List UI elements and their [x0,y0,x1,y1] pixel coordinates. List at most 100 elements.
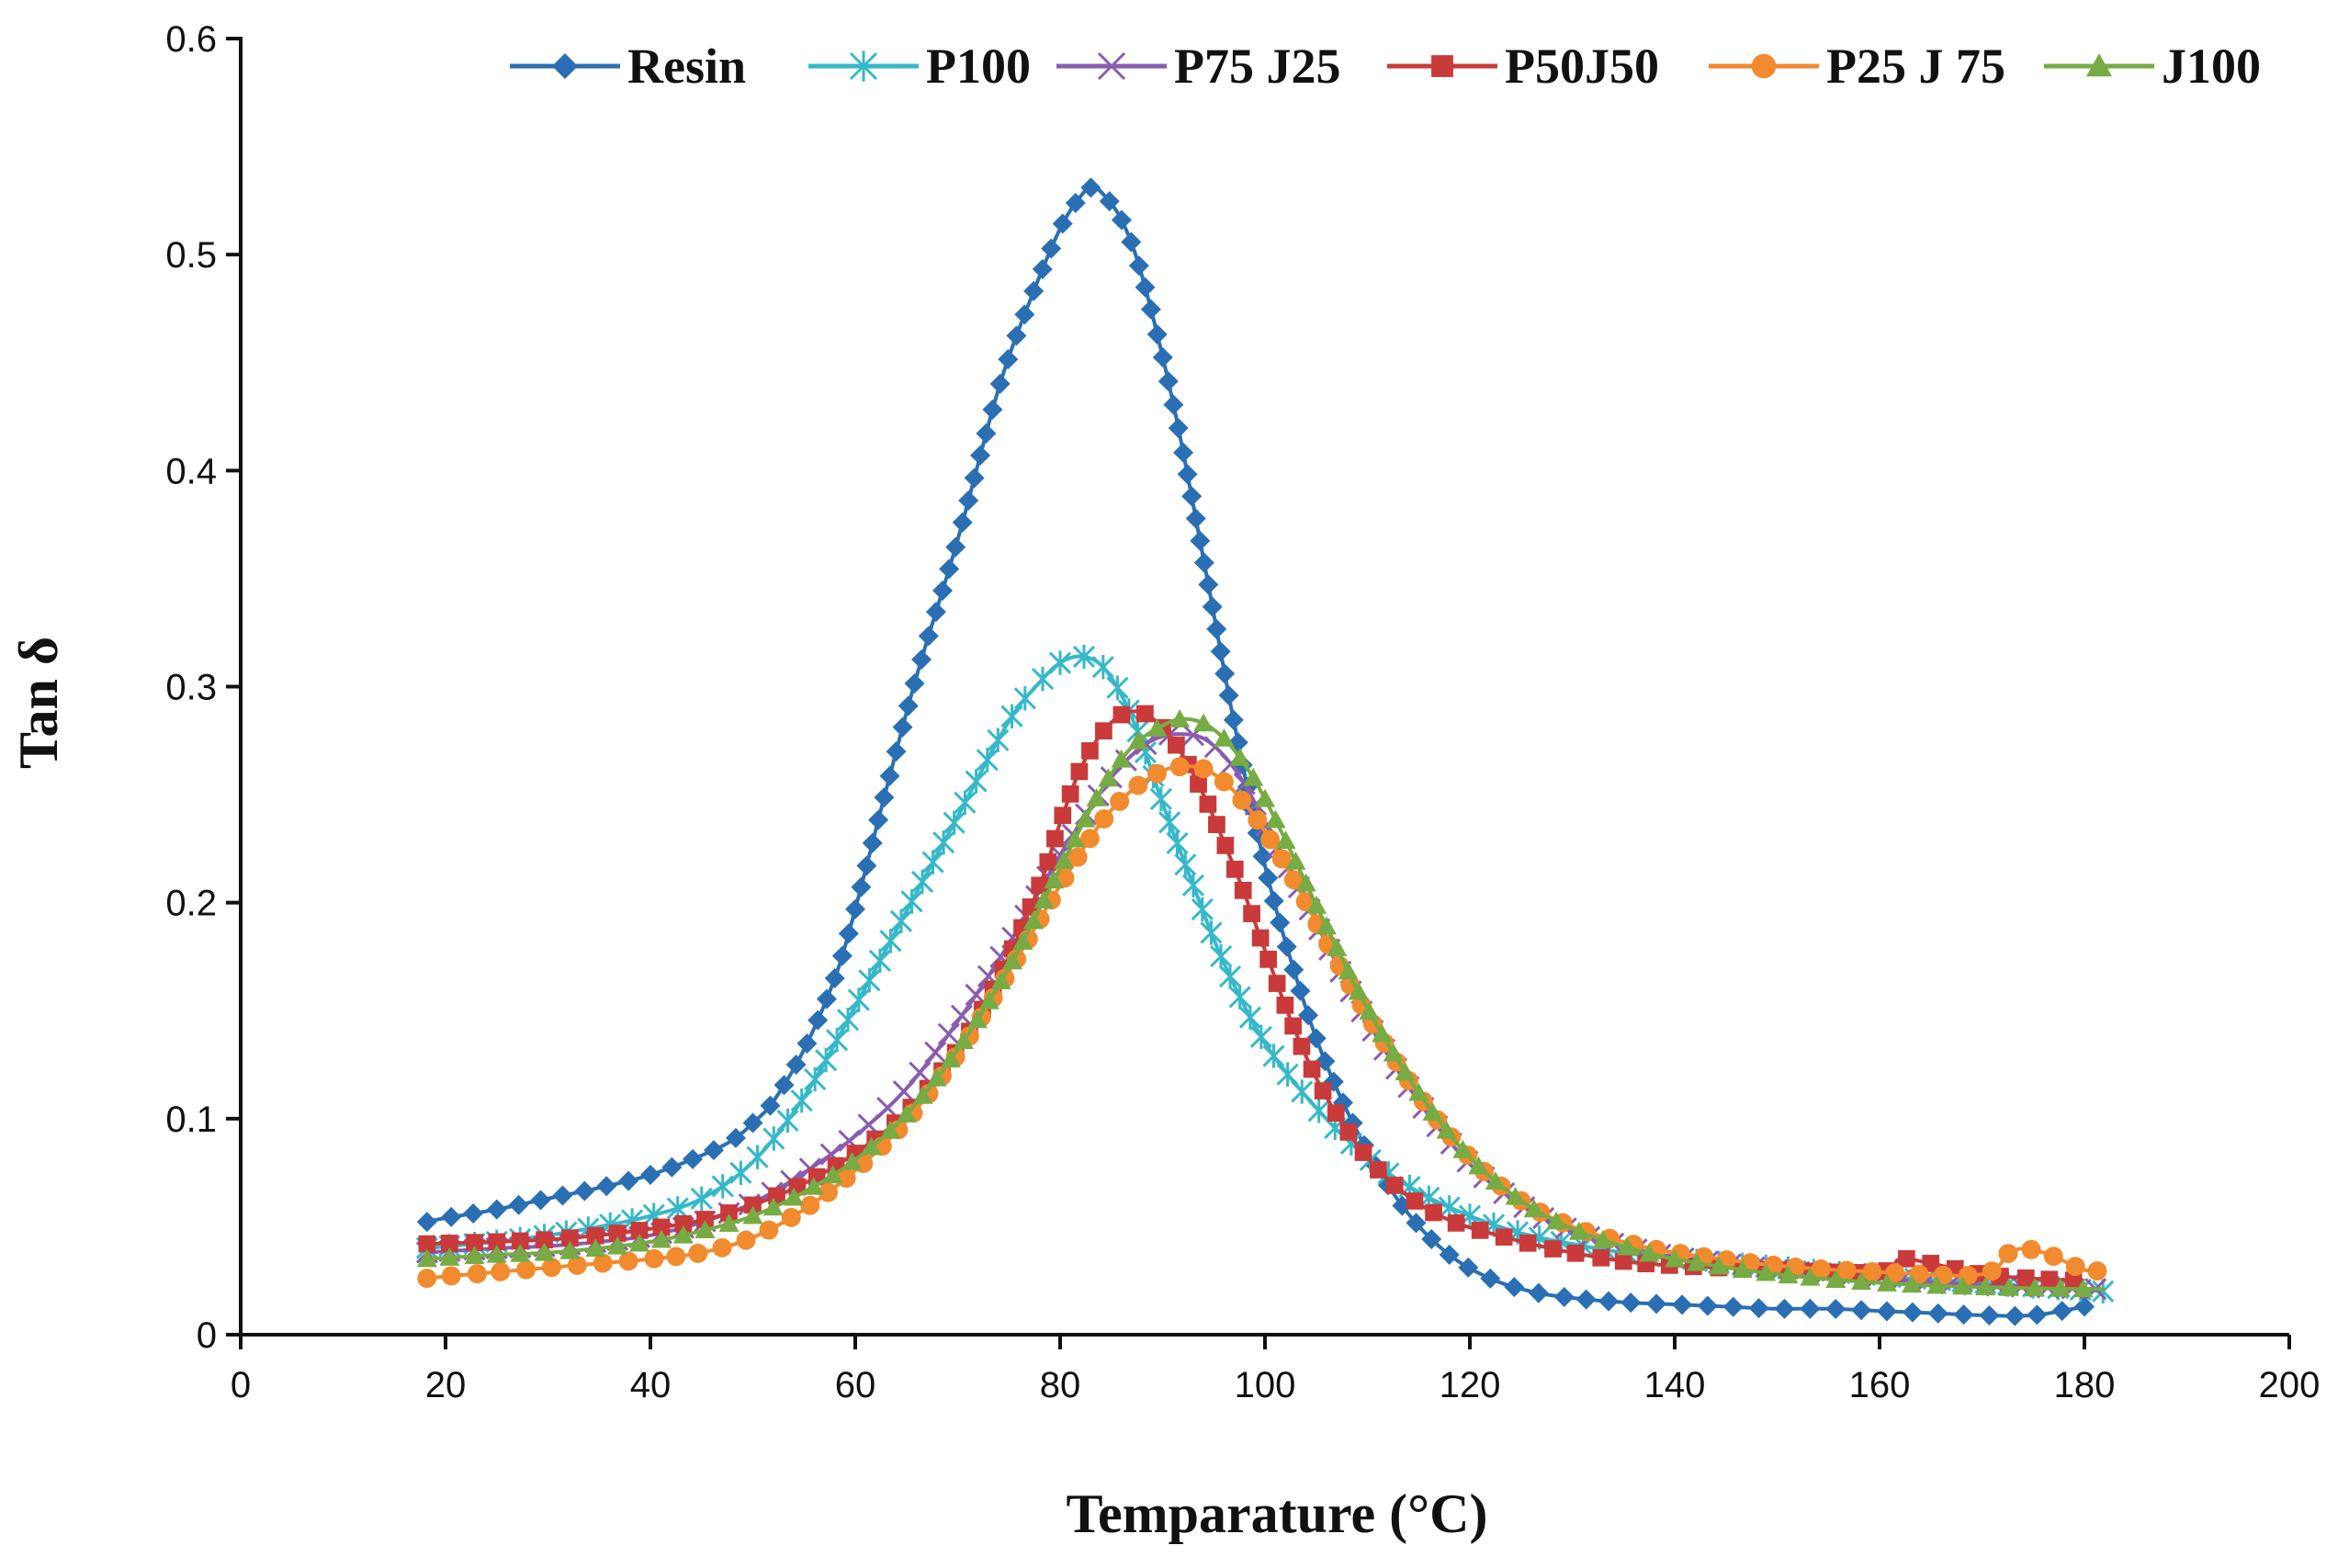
data-point [1646,1293,1667,1314]
data-point [1447,1214,1465,1232]
data-point [976,748,999,773]
data-point [2065,1257,2085,1277]
data-point [990,971,1011,989]
data-point [1825,1298,1846,1319]
data-point [950,1004,974,1027]
data-point [1012,931,1033,950]
data-point [937,1022,960,1045]
data-point [1099,191,1120,212]
legend-item-p50j50: P50J50 [1387,39,1659,94]
data-point [1975,1277,1996,1296]
x-tick-label: 80 [1040,1365,1081,1405]
data-point [561,1229,579,1247]
data-point [1458,1257,1479,1278]
data-point [924,1041,947,1064]
data-point [1270,912,1291,933]
data-point [1686,1252,1707,1271]
data-point [1199,795,1217,813]
data-point [1067,847,1088,867]
data-point [785,1054,807,1075]
data-point [824,967,845,988]
data-point [1214,772,1234,792]
data-point [1259,951,1277,968]
data-point [608,1224,627,1242]
data-point [1190,775,1207,793]
data-point [652,1218,671,1236]
data-point [1876,1301,1897,1322]
data-point [441,1206,462,1227]
data-point [1617,1236,1638,1256]
data-point [1052,213,1073,234]
data-point [921,850,944,874]
data-point [1359,1001,1380,1021]
data-point [1072,644,1096,670]
data-point [1732,1259,1753,1279]
data-point [1665,1248,1685,1268]
data-point [1079,829,1100,849]
data-point [1200,920,1223,945]
data-point [1168,418,1189,439]
data-point [1106,675,1129,700]
data-point [1193,713,1214,732]
data-point [1181,486,1203,507]
data-point [826,1028,849,1053]
legend-label: P100 [926,39,1031,94]
data-point [1193,552,1214,573]
data-point [2087,1261,2107,1281]
data-point [1952,1276,1973,1295]
data-point [918,626,939,647]
data-point [1228,985,1251,1010]
data-point [800,1195,820,1215]
data-point [618,1170,639,1191]
data-point [1091,655,1114,680]
data-point [2072,1279,2094,1298]
data-point [911,649,932,671]
data-point [1255,788,1275,807]
data-point [1354,1144,1372,1161]
data-point [418,1235,436,1253]
data-point [1031,666,1055,692]
data-point [742,1112,763,1134]
data-point [868,809,889,830]
legend-item-resin: Resin [510,39,746,94]
legend-label: J100 [2162,39,2261,94]
data-point [1075,808,1096,828]
data-point [703,1140,724,1161]
data-point [650,1229,672,1248]
data-point [1023,280,1045,301]
data-point [1800,1298,1821,1319]
y-tick-label: 0.6 [165,19,217,60]
data-point [1080,177,1101,198]
data-point [1031,876,1049,895]
x-tick-label: 180 [2054,1365,2116,1405]
x-tick-label: 200 [2259,1365,2321,1405]
data-point [1953,1304,1974,1325]
data-point [2064,1271,2083,1290]
data-point [939,558,960,580]
data-point [746,1145,769,1169]
data-point [508,1194,529,1215]
data-point [790,1088,813,1113]
data-point [510,1243,531,1262]
data-point [889,908,913,933]
data-point [1214,728,1235,747]
data-point [1436,1120,1457,1139]
data-point [760,1095,781,1116]
data-point [1054,851,1075,869]
data-point [796,1033,818,1055]
data-point [593,1253,613,1273]
data-point [536,1231,553,1249]
data-point [1408,1082,1429,1101]
data-point [1568,1221,1589,1240]
data-point [1260,829,1281,850]
data-point [416,1248,437,1268]
data-point [1169,757,1190,777]
data-point [952,512,973,533]
legend-marker [1097,51,1126,81]
series-group [415,177,2115,1326]
data-point [932,580,954,601]
data-point [1163,394,1184,415]
y-tick-label: 0.3 [165,668,217,708]
x-tick-label: 140 [1644,1365,1706,1405]
data-point [1756,1262,1777,1281]
